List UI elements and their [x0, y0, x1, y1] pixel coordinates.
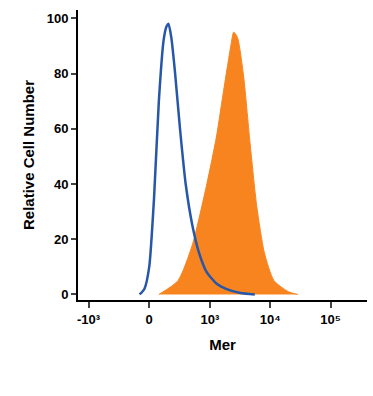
svg-text:10⁴: 10⁴ [260, 312, 281, 327]
svg-text:40: 40 [54, 177, 68, 192]
svg-text:60: 60 [54, 121, 68, 136]
svg-text:20: 20 [54, 232, 68, 247]
svg-text:Mer: Mer [209, 336, 236, 353]
svg-text:-10³: -10³ [77, 312, 101, 327]
svg-text:Relative Cell Number: Relative Cell Number [20, 80, 37, 230]
svg-text:100: 100 [47, 11, 69, 26]
svg-text:10⁵: 10⁵ [320, 312, 341, 327]
svg-text:10³: 10³ [201, 312, 220, 327]
svg-text:80: 80 [54, 66, 68, 81]
svg-text:0: 0 [61, 287, 68, 302]
svg-text:0: 0 [146, 312, 153, 327]
